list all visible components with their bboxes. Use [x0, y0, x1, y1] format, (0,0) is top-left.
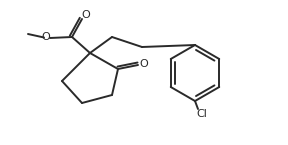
Text: Cl: Cl — [197, 109, 207, 119]
Text: O: O — [139, 59, 148, 69]
Text: O: O — [42, 32, 50, 42]
Text: O: O — [82, 10, 90, 20]
